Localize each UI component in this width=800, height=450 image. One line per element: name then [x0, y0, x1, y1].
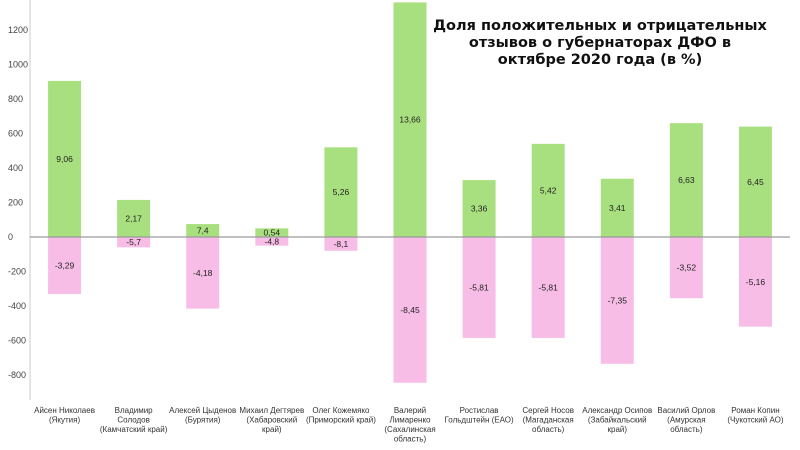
category-label: (Амурская	[667, 416, 705, 425]
positive-bar	[186, 224, 220, 237]
negative-data-label: -5,81	[538, 282, 558, 292]
category-label: Василий Орлов	[657, 406, 715, 415]
category-label: область)	[532, 425, 565, 434]
chart-title-line-1: Доля положительных и отрицательных	[433, 18, 767, 34]
category-label: (Чукотский АО)	[727, 416, 783, 425]
negative-data-label: -4,8	[264, 236, 279, 246]
negative-data-label: -3,29	[55, 260, 75, 270]
negative-bar	[117, 237, 151, 248]
positive-bar	[255, 228, 289, 237]
y-tick-label: -800	[8, 370, 26, 380]
y-tick-label: -200	[8, 267, 26, 277]
positive-data-label: 7,4	[197, 226, 209, 236]
negative-bar	[48, 237, 82, 294]
category-label: Солодов	[117, 416, 149, 425]
category-label: область)	[670, 425, 703, 434]
negative-bar	[600, 237, 634, 364]
category-label: (Камчатский край)	[100, 425, 168, 434]
category-label: Роман Копин	[731, 406, 779, 415]
positive-bar	[669, 123, 703, 237]
category-label: край)	[262, 425, 282, 434]
negative-bar	[393, 237, 427, 383]
category-label: Сергей Носов	[522, 406, 574, 415]
positive-data-label: 3,41	[609, 203, 626, 213]
category-label: Гольдштейн (ЕАО)	[445, 416, 515, 425]
positive-bar	[462, 180, 496, 237]
category-label: (Приморский край)	[306, 416, 376, 425]
category-label: (Забайкальский	[588, 416, 647, 425]
chart-title: Доля положительных и отрицательных отзыв…	[430, 18, 770, 69]
y-tick-label: -400	[8, 301, 26, 311]
negative-data-label: -4,18	[193, 268, 213, 278]
category-label: (Хабаровский	[246, 416, 297, 425]
y-tick-label: 400	[8, 163, 23, 173]
negative-bar	[186, 237, 220, 309]
category-label: Валерий	[394, 406, 426, 415]
negative-data-label: -7,35	[608, 295, 628, 305]
category-label: край)	[608, 425, 628, 434]
positive-data-label: 9,06	[56, 154, 73, 164]
category-label: Айсен Николаев	[34, 406, 95, 415]
category-label: Михаил Дегтярев	[239, 406, 304, 415]
positive-data-label: 3,36	[471, 204, 488, 214]
negative-data-label: -5,7	[126, 237, 141, 247]
y-tick-label: 800	[8, 94, 23, 104]
category-label: Александр Осипов	[582, 406, 652, 415]
positive-bar	[600, 178, 634, 237]
category-label: область)	[394, 435, 427, 444]
y-tick-label: -600	[8, 336, 26, 346]
positive-bar	[48, 80, 82, 237]
category-label: (Магаданская	[523, 416, 574, 425]
positive-data-label: 6,63	[678, 175, 695, 185]
negative-bar	[255, 237, 289, 246]
y-tick-label: 200	[8, 198, 23, 208]
negative-bar	[738, 237, 772, 327]
positive-bar	[393, 2, 427, 238]
y-tick-label: 600	[8, 129, 23, 139]
positive-bar	[738, 126, 772, 237]
chart-title-line-3: октябре 2020 года (в %)	[497, 52, 703, 68]
category-label: Владимир	[115, 406, 154, 415]
category-label: (Сахалинская	[384, 425, 435, 434]
negative-data-label: -3,52	[677, 263, 697, 273]
negative-data-label: -5,16	[746, 277, 766, 287]
positive-data-label: 5,26	[333, 187, 350, 197]
negative-bar	[462, 237, 496, 338]
negative-data-label: -8,1	[334, 239, 349, 249]
positive-data-label: 5,42	[540, 185, 557, 195]
positive-data-label: 6,45	[747, 177, 764, 187]
positive-data-label: 13,66	[399, 115, 421, 125]
positive-data-label: 0,54	[264, 228, 281, 238]
y-tick-label: 1000	[8, 60, 28, 70]
positive-data-label: 2,17	[125, 213, 142, 223]
negative-bar	[531, 237, 565, 338]
category-label: Ростислав	[460, 406, 499, 415]
category-label: Олег Кожемяко	[312, 406, 370, 415]
category-label: Алексей Цыденов	[169, 406, 236, 415]
negative-data-label: -5,81	[469, 282, 489, 292]
negative-bar	[669, 237, 703, 299]
positive-bar	[324, 147, 358, 237]
category-label: (Бурятия)	[185, 416, 221, 425]
positive-bar	[531, 143, 565, 237]
category-label: (Якутия)	[49, 416, 80, 425]
negative-bar	[324, 237, 358, 251]
positive-bar	[117, 199, 151, 237]
chart-title-line-2: отзывов о губернаторах ДФО в	[468, 35, 732, 51]
y-tick-label: 1200	[8, 25, 28, 35]
category-label: Лимаренко	[389, 416, 431, 425]
negative-data-label: -8,45	[400, 305, 420, 315]
y-tick-label: 0	[8, 232, 13, 242]
